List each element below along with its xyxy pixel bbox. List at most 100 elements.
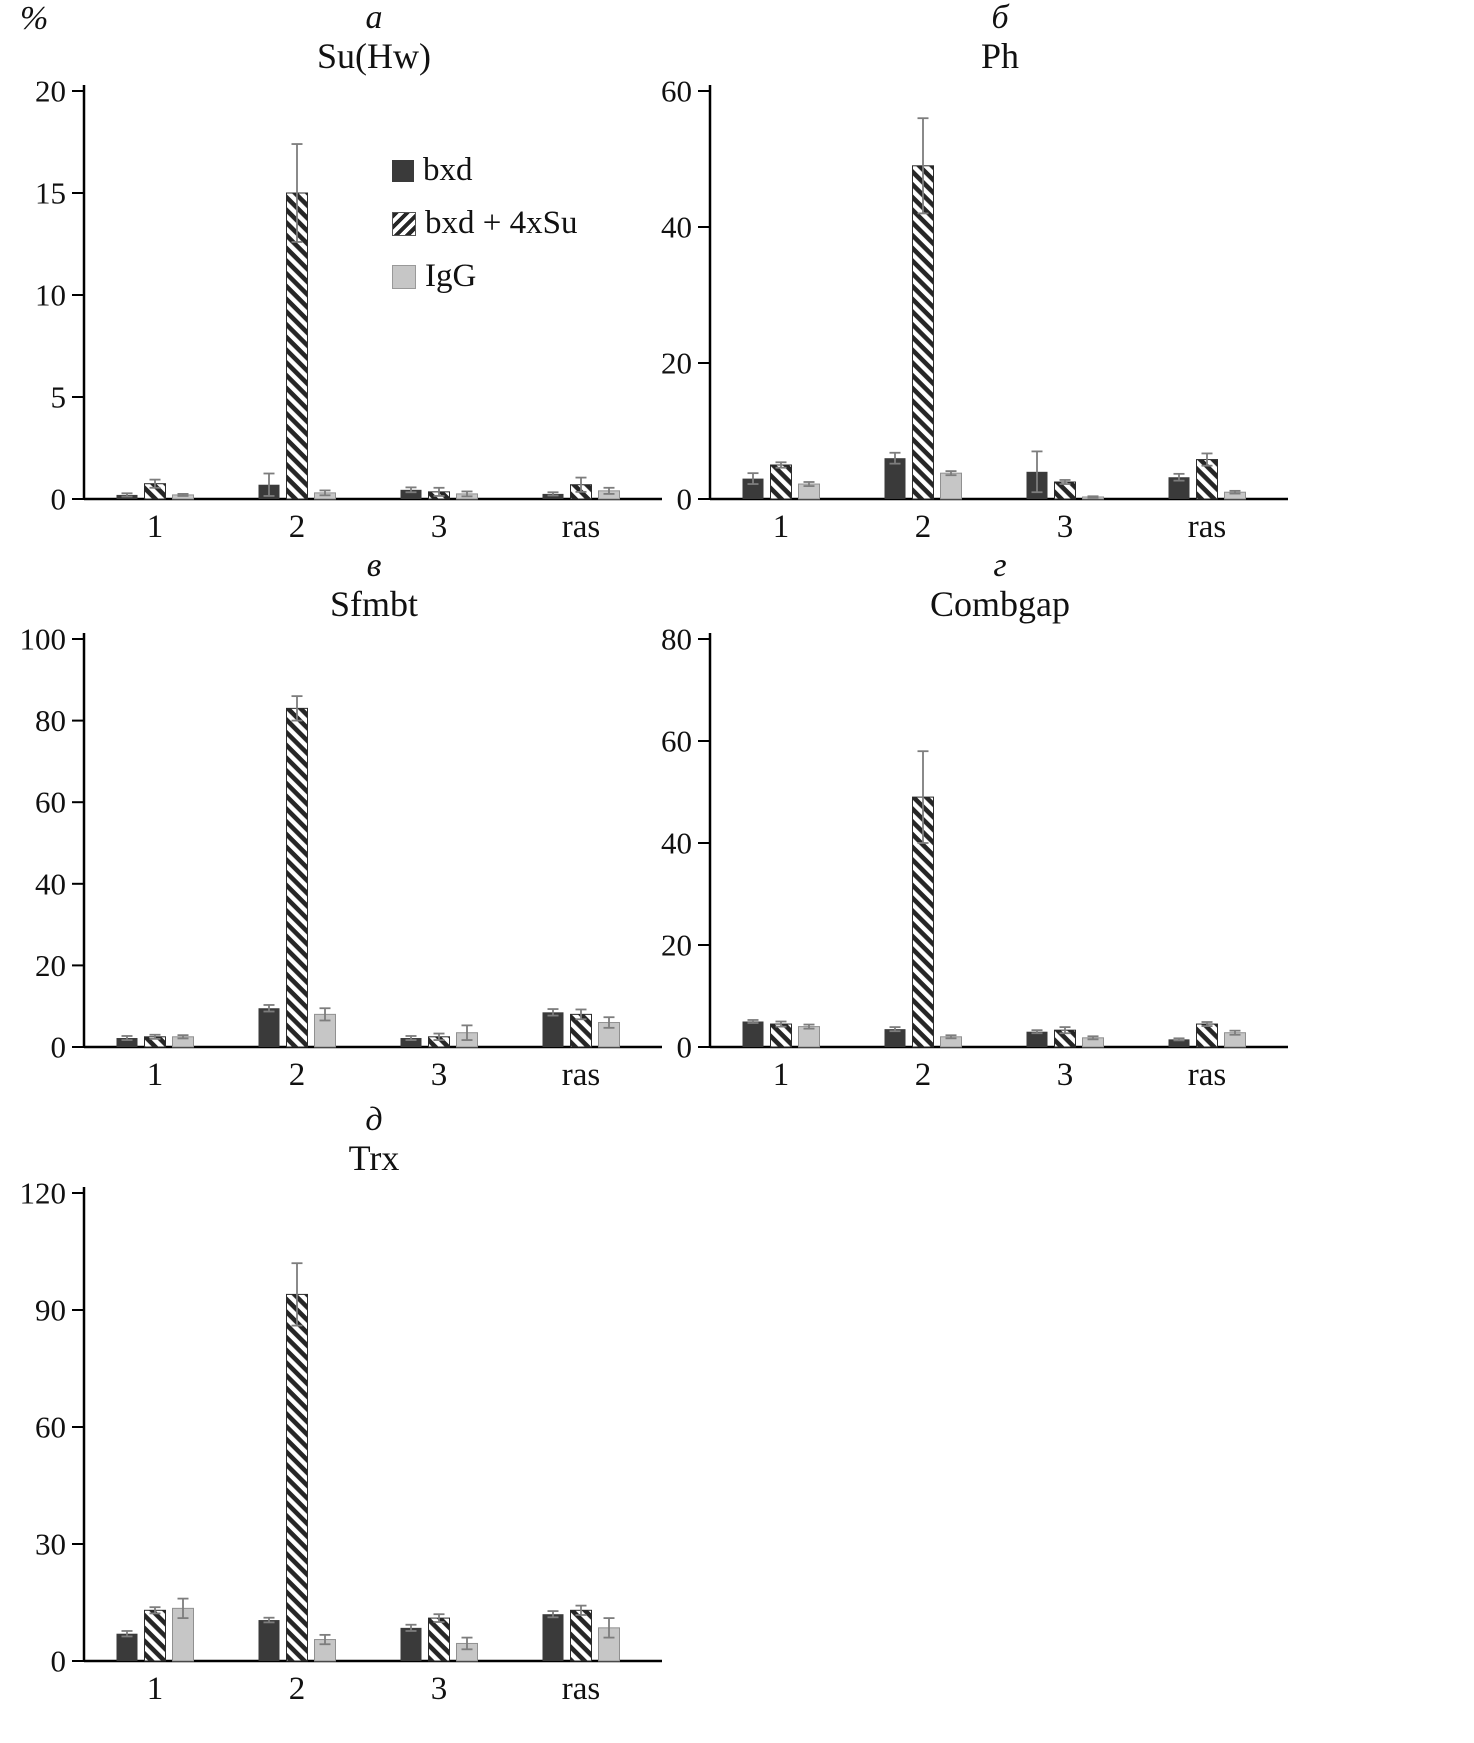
bar-bxd-ras — [542, 1012, 564, 1048]
legend-label-bxd-4xsu: bxd + 4xSu — [425, 205, 578, 241]
error-bar — [1031, 450, 1043, 494]
chart-svg-3: 0 20 40 60 80 1 2 3 ras — [661, 622, 1288, 1093]
y-tick-label: 20 — [661, 928, 692, 963]
error-bar — [461, 490, 473, 498]
y-tick-label: 5 — [51, 380, 67, 415]
y-tick-label: 100 — [20, 625, 67, 657]
error-bar — [603, 486, 615, 495]
legend-item-bxd: bxd — [392, 152, 577, 189]
error-bar — [803, 481, 815, 488]
legend-item-igg: IgG — [392, 258, 577, 295]
error-bar — [1059, 479, 1071, 486]
y-tick-label: 90 — [35, 1293, 66, 1328]
x-category-label: 3 — [431, 1671, 448, 1707]
panel-title-ph: Ph — [980, 35, 1020, 76]
x-category-label: 2 — [289, 1671, 306, 1707]
y-tick-label: 30 — [35, 1527, 66, 1562]
error-bar — [1031, 1029, 1043, 1035]
x-category-label: 2 — [915, 509, 932, 545]
panel-combgap: г Combgap 0 20 40 60 80 1 2 3 ras — [630, 548, 1330, 1100]
error-bar — [291, 1262, 303, 1327]
bar-bxd-ras — [542, 493, 564, 500]
error-bar — [177, 1034, 189, 1040]
error-bar — [433, 1032, 445, 1042]
panel-ph: б Ph 0 20 40 60 1 2 3 ras — [630, 0, 1330, 552]
chart-svg-4: 0 30 60 90 120 1 2 3 ras — [20, 1176, 662, 1707]
y-tick-label: 60 — [661, 724, 692, 759]
error-bar — [575, 1604, 587, 1616]
error-bar — [1229, 1029, 1241, 1036]
error-bar — [1229, 490, 1241, 495]
y-axis-unit-label: % — [20, 0, 49, 37]
error-bar — [547, 491, 559, 497]
error-bar — [405, 1035, 417, 1042]
error-bar — [575, 476, 587, 493]
x-category-label: 3 — [431, 509, 448, 545]
y-tick-label: 80 — [661, 625, 692, 657]
y-tick-label: 0 — [677, 1030, 693, 1065]
bar-bxd-4xsu-1 — [770, 464, 792, 500]
panel-head: б Ph — [710, 0, 1290, 77]
error-bar — [319, 489, 331, 497]
x-category-label: 1 — [147, 1057, 164, 1093]
error-bar — [547, 1008, 559, 1017]
bar-bxd-1 — [116, 1038, 138, 1048]
y-tick-label: 40 — [661, 826, 692, 861]
error-bar — [405, 1623, 417, 1632]
y-tick-label: 15 — [35, 176, 66, 211]
y-tick-label: 0 — [51, 482, 67, 517]
y-tick-label: 0 — [51, 1030, 67, 1065]
bar-bxd-ras — [1168, 1039, 1190, 1048]
bar-igg-1 — [798, 1026, 820, 1048]
legend-label-igg: IgG — [425, 258, 477, 294]
chart-trx: 0 30 60 90 120 1 2 3 ras — [4, 1176, 704, 1714]
error-bar — [1059, 1026, 1071, 1035]
panel-trx: д Trx 0 30 60 90 120 1 2 3 ras — [4, 1102, 704, 1714]
bar-bxd-ras — [1168, 477, 1190, 500]
panel-su-hw: % а Su(Hw) 0 5 10 15 20 1 2 3 ras bxd bxd + 4xSu… — [4, 0, 704, 552]
bar-bxd-4xsu-2 — [286, 707, 308, 1048]
panel-letter-b: б — [991, 0, 1009, 36]
bar-bxd-4xsu-2 — [286, 1293, 308, 1662]
x-category-label: 3 — [431, 1057, 448, 1093]
error-bar — [803, 1023, 815, 1030]
bar-bxd-4xsu-ras — [1196, 1023, 1218, 1048]
panel-head: д Trx — [84, 1102, 664, 1179]
chart-su-hw: 0 5 10 15 20 1 2 3 ras — [4, 74, 704, 552]
error-bar — [433, 1613, 445, 1623]
bar-bxd-1 — [116, 1633, 138, 1662]
x-category-label: 1 — [773, 1057, 790, 1093]
error-bar — [149, 1033, 161, 1040]
panel-title-su-hw: Su(Hw) — [317, 35, 431, 76]
y-tick-label: 60 — [35, 785, 66, 820]
error-bar — [149, 478, 161, 489]
error-bar — [291, 143, 303, 243]
error-bar — [945, 470, 957, 477]
chart-svg-0: 0 5 10 15 20 1 2 3 ras — [35, 74, 662, 545]
error-bar — [319, 1634, 331, 1646]
y-tick-label: 40 — [661, 210, 692, 245]
y-tick-label: 60 — [35, 1410, 66, 1445]
legend: bxd bxd + 4xSu IgG — [392, 152, 577, 295]
panel-head: г Combgap — [710, 548, 1290, 625]
error-bar — [461, 1024, 473, 1042]
y-tick-label: 60 — [661, 77, 692, 109]
bar-bxd-2 — [884, 1029, 906, 1048]
bar-bxd-2 — [884, 458, 906, 500]
bar-bxd-4xsu-ras — [570, 1609, 592, 1662]
error-bar — [1087, 1035, 1099, 1041]
x-category-label: 1 — [773, 509, 790, 545]
bar-bxd-3 — [1026, 1031, 1048, 1048]
panel-title-combgap: Combgap — [930, 583, 1070, 624]
error-bar — [1087, 495, 1099, 499]
chart-svg-2: 0 20 40 60 80 100 1 2 3 ras — [20, 622, 662, 1093]
legend-swatch-igg — [392, 264, 416, 289]
error-bar — [121, 492, 133, 498]
bar-bxd-4xsu-3 — [428, 1617, 450, 1662]
y-tick-label: 80 — [35, 703, 66, 738]
error-bar — [121, 1035, 133, 1042]
x-category-label: 2 — [289, 509, 306, 545]
x-category-label: 2 — [289, 1057, 306, 1093]
bar-bxd-4xsu-1 — [144, 1609, 166, 1662]
panel-sfmbt: в Sfmbt 0 20 40 60 80 100 1 2 3 ras — [4, 548, 704, 1100]
